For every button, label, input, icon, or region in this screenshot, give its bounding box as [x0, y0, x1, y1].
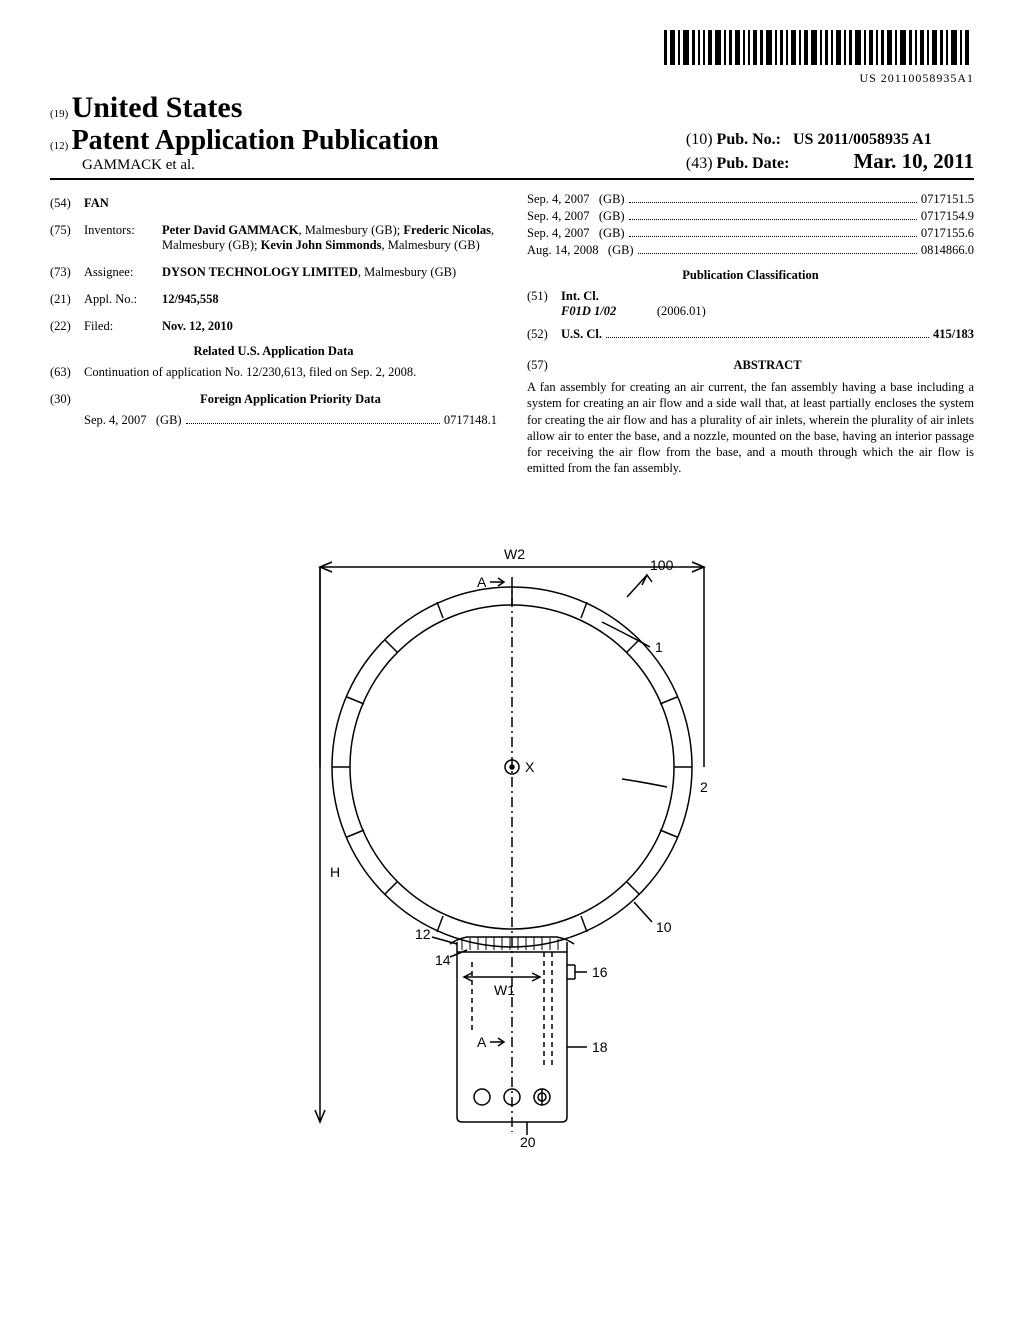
filed-date: Nov. 12, 2010 [162, 319, 233, 333]
intcl-date: (2006.01) [657, 304, 706, 318]
label-x: X [525, 759, 535, 775]
label-100: 100 [650, 557, 674, 573]
code-51: (51) [527, 289, 561, 319]
pub-date: Mar. 10, 2011 [853, 149, 974, 173]
intcl-label: Int. Cl. [561, 289, 599, 303]
pub-date-label: Pub. Date: [717, 155, 790, 172]
label-assignee: Assignee: [84, 265, 162, 280]
code-63: (63) [50, 365, 84, 380]
code-57: (57) [527, 358, 561, 373]
inventors: Peter David GAMMACK, Malmesbury (GB); Fr… [162, 223, 497, 253]
label-applno: Appl. No.: [84, 292, 162, 307]
continuation-text: Continuation of application No. 12/230,6… [84, 365, 497, 380]
code-30: (30) [50, 392, 84, 407]
intcl-class: F01D 1/02 [561, 304, 616, 318]
label-a-top: A [477, 574, 487, 590]
code-43: (43) [686, 155, 713, 172]
code-19: (19) [50, 108, 68, 120]
code-52: (52) [527, 327, 561, 342]
country: United States [72, 91, 243, 124]
fan-figure: W2 A A X H W1 100 1 2 10 12 14 16 18 20 [272, 507, 752, 1147]
header: (19) United States (12) Patent Applicati… [50, 91, 974, 180]
uscl-value: 415/183 [933, 327, 974, 341]
label-2: 2 [700, 779, 708, 795]
label-w1: W1 [494, 982, 515, 998]
barcode-text: US 20110058935A1 [50, 71, 974, 86]
label-20: 20 [520, 1134, 536, 1147]
authors-line: GAMMACK et al. [82, 157, 439, 174]
label-12: 12 [415, 926, 431, 942]
title-54: FAN [84, 196, 109, 210]
code-12: (12) [50, 140, 68, 152]
patent-publication-label: Patent Application Publication [72, 125, 439, 156]
label-inventors: Inventors: [84, 223, 162, 253]
abstract-text: A fan assembly for creating an air curre… [527, 379, 974, 477]
label-a-bot: A [477, 1034, 487, 1050]
label-h: H [330, 864, 340, 880]
priority-row: Sep. 4, 2007 (GB) 0717148.1 [84, 413, 497, 428]
classification-title: Publication Classification [527, 268, 974, 283]
label-10: 10 [656, 919, 672, 935]
label-18: 18 [592, 1039, 608, 1055]
code-10: (10) [686, 131, 713, 148]
priority-rows: Sep. 4, 2007 (GB)0717151.5 Sep. 4, 2007 … [527, 192, 974, 258]
barcode-svg [664, 30, 974, 65]
barcode-block: US 20110058935A1 [50, 30, 974, 86]
assignee: DYSON TECHNOLOGY LIMITED, Malmesbury (GB… [162, 265, 497, 280]
code-73: (73) [50, 265, 84, 280]
abstract-title: ABSTRACT [561, 358, 974, 373]
code-22: (22) [50, 319, 84, 334]
applno: 12/945,558 [162, 292, 219, 306]
label-16: 16 [592, 964, 608, 980]
pub-no-label: Pub. No.: [717, 131, 781, 148]
code-54: (54) [50, 196, 84, 211]
pub-no: US 2011/0058935 A1 [793, 131, 932, 148]
label-w2: W2 [504, 546, 525, 562]
label-14: 14 [435, 952, 451, 968]
label-1: 1 [655, 639, 663, 655]
code-75: (75) [50, 223, 84, 253]
figure-area: W2 A A X H W1 100 1 2 10 12 14 16 18 20 [50, 507, 974, 1151]
foreign-priority-title: Foreign Application Priority Data [84, 392, 497, 407]
related-data-title: Related U.S. Application Data [50, 344, 497, 359]
label-filed: Filed: [84, 319, 162, 334]
uscl-label: U.S. Cl. [561, 327, 602, 341]
code-21: (21) [50, 292, 84, 307]
